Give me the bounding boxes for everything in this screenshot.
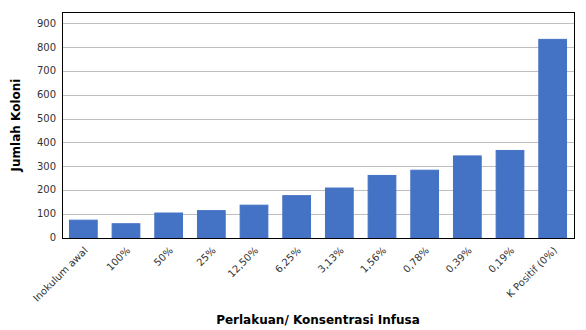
x-tick-label: 25% bbox=[194, 245, 218, 269]
x-tick-label: 0,78% bbox=[401, 245, 431, 275]
x-tick-label: 0,19% bbox=[486, 245, 516, 275]
chart-container: 0 100 200 300 400 500 600 700 800 900 Inokulum awa… bbox=[0, 0, 586, 330]
x-tick-label: 50% bbox=[152, 245, 176, 269]
grid-line bbox=[62, 71, 574, 72]
bar bbox=[69, 220, 97, 238]
bar bbox=[368, 175, 396, 238]
grid bbox=[62, 24, 574, 238]
x-tick-label: 100% bbox=[105, 245, 133, 273]
bar bbox=[155, 213, 183, 238]
y-tick-label: 400 bbox=[37, 137, 56, 148]
y-tick-label: 200 bbox=[37, 184, 56, 195]
bar bbox=[112, 224, 140, 238]
chart: 0 100 200 300 400 500 600 700 800 900 Inokulum awa… bbox=[0, 0, 586, 330]
bar bbox=[496, 150, 524, 238]
grid-line bbox=[62, 142, 574, 143]
bars bbox=[69, 39, 566, 238]
x-tick-label: 0,39% bbox=[444, 245, 474, 275]
y-tick-label: 100 bbox=[37, 208, 56, 219]
bar bbox=[539, 39, 567, 238]
x-tick-label: 1,56% bbox=[358, 245, 388, 275]
x-tick-label: 3,13% bbox=[316, 245, 346, 275]
grid-line bbox=[62, 47, 574, 48]
y-tick-label: 900 bbox=[37, 18, 56, 29]
x-axis: Inokulum awal 100% 50% 25% 12,50% 6,25% 3,13% 1… bbox=[31, 245, 559, 304]
bar bbox=[411, 170, 439, 238]
x-axis-label: Perlakuan/ Konsentrasi Infusa bbox=[216, 313, 420, 327]
grid-line bbox=[62, 23, 574, 24]
y-tick-label: 0 bbox=[50, 232, 56, 243]
bar bbox=[240, 205, 268, 238]
y-axis: 0 100 200 300 400 500 600 700 800 900 bbox=[37, 18, 56, 243]
grid-line bbox=[62, 95, 574, 96]
y-tick-label: 700 bbox=[37, 65, 56, 76]
y-tick-label: 500 bbox=[37, 113, 56, 124]
y-tick-label: 800 bbox=[37, 42, 56, 53]
plot-frame bbox=[62, 12, 574, 238]
bar bbox=[283, 196, 311, 238]
y-tick-label: 600 bbox=[37, 89, 56, 100]
bar bbox=[325, 188, 353, 238]
grid-line bbox=[62, 119, 574, 120]
bar bbox=[453, 156, 481, 238]
x-tick-label: K Positif (0%) bbox=[504, 245, 559, 300]
x-tick-label: Inokulum awal bbox=[31, 245, 90, 304]
y-tick-label: 300 bbox=[37, 161, 56, 172]
y-axis-label: Jumlah Koloni bbox=[9, 79, 23, 173]
x-tick-label: 12,50% bbox=[226, 245, 261, 280]
x-tick-label: 6,25% bbox=[273, 245, 303, 275]
bar bbox=[197, 211, 225, 238]
